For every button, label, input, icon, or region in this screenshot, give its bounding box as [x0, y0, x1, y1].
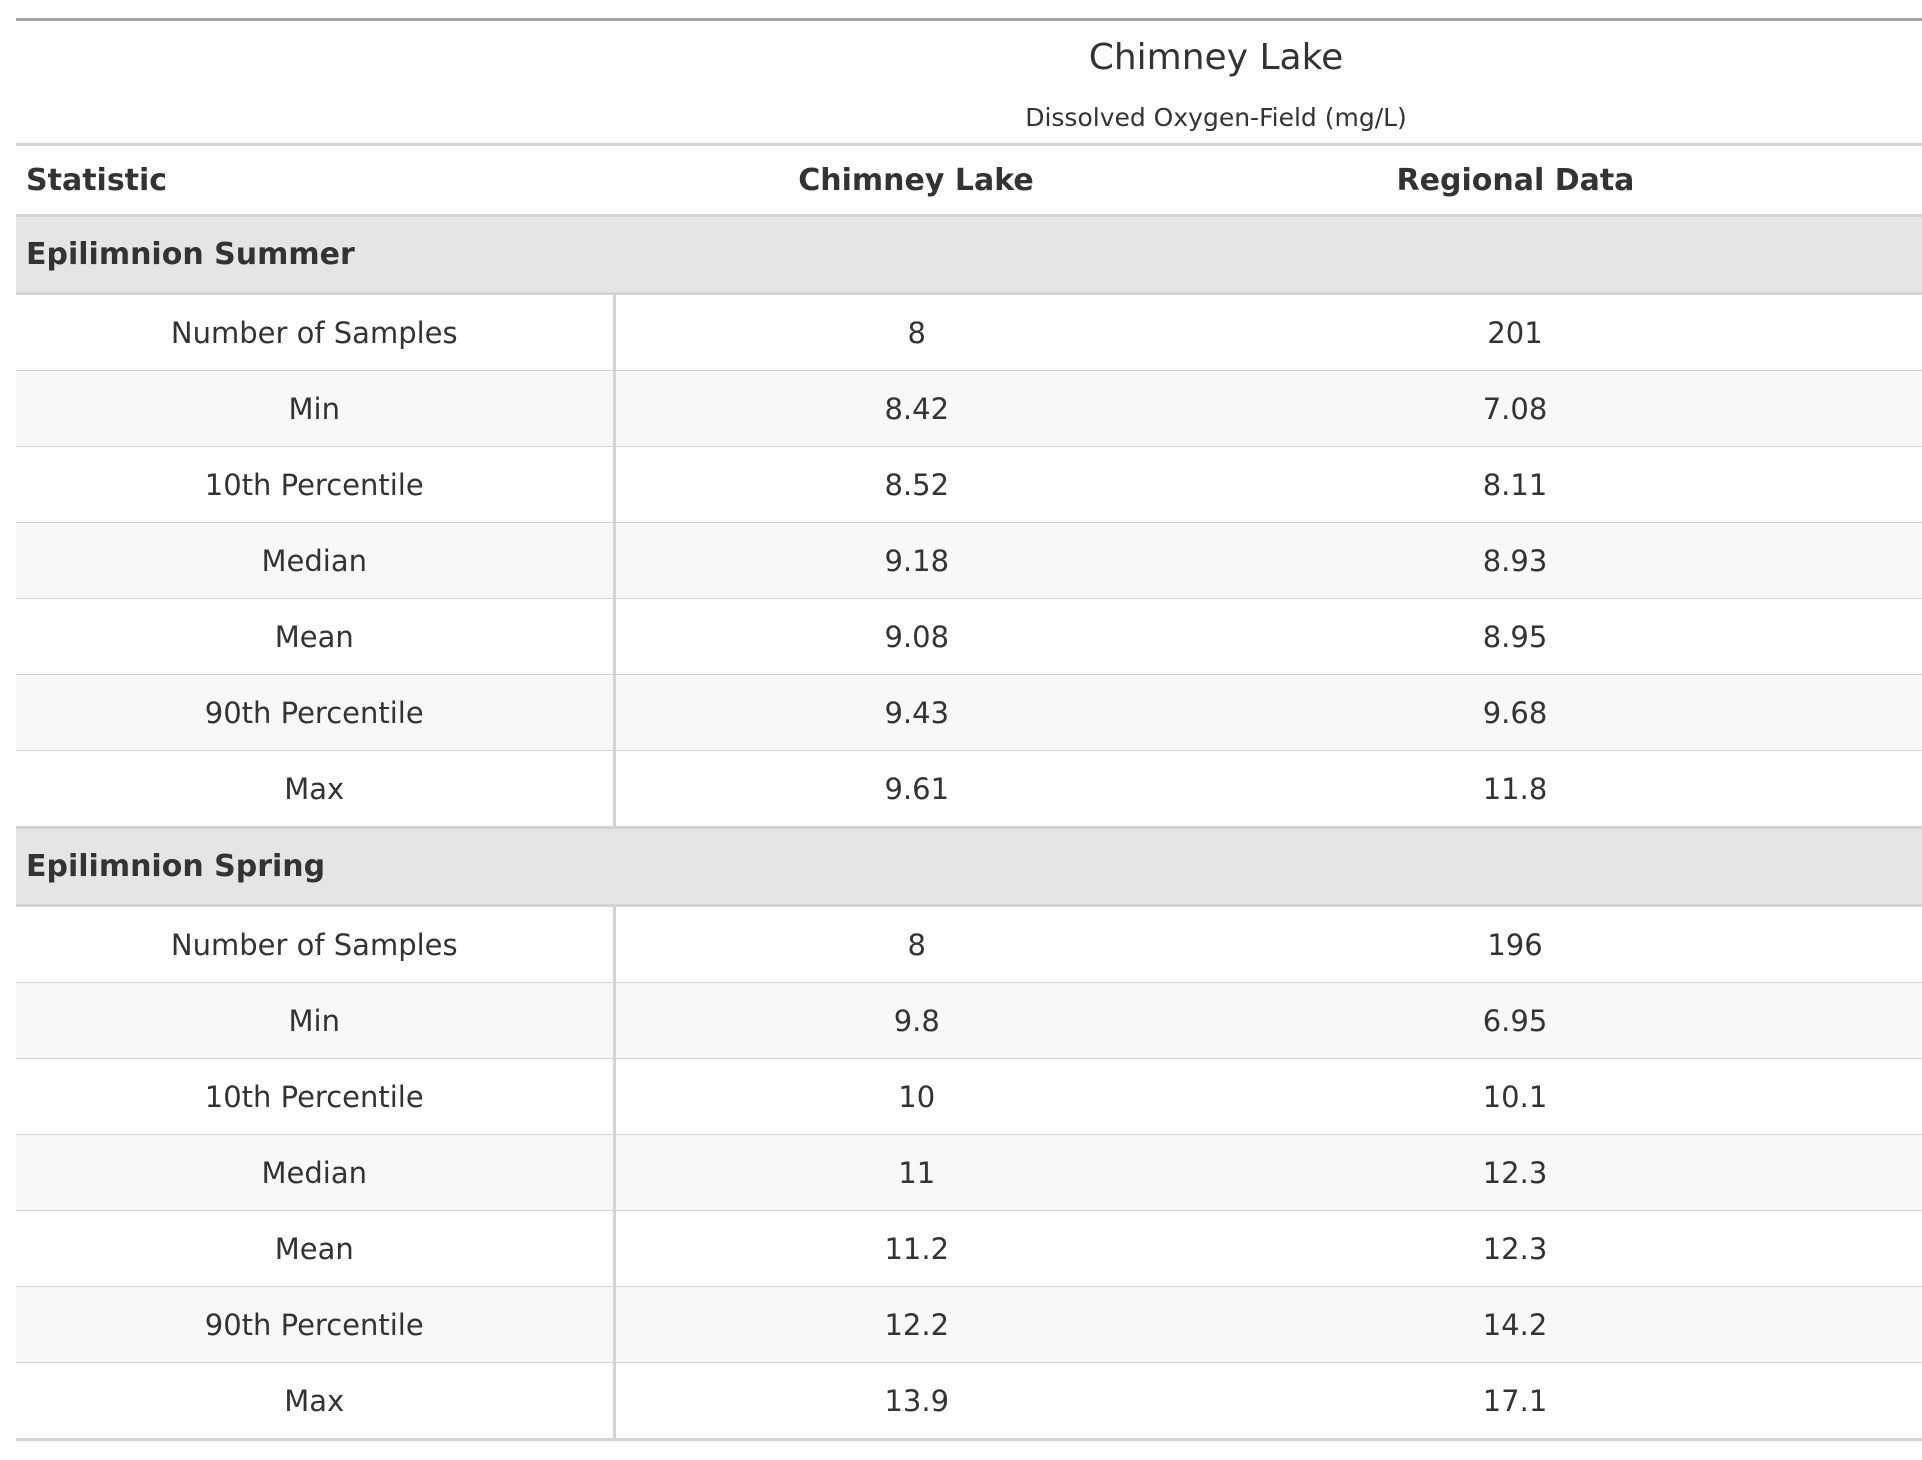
- cell-value: 11.2: [614, 1210, 1218, 1287]
- cell-value: 14.2: [1218, 1286, 1922, 1363]
- subtitle: Dissolved Oxygen-Field (mg/L): [1025, 103, 1407, 132]
- data-row: Min 9.8 6.95: [16, 982, 1922, 1059]
- statistic-label: Median: [16, 1134, 616, 1211]
- cell-value: 9.68: [1218, 674, 1922, 751]
- cell-value: 10.1: [1218, 1058, 1922, 1135]
- statistic-label: Number of Samples: [16, 905, 616, 983]
- data-row: 10th Percentile 8.52 8.11: [16, 446, 1922, 523]
- data-row: 90th Percentile 12.2 14.2: [16, 1286, 1922, 1363]
- cell-value: 9.61: [614, 750, 1218, 828]
- cell-value: 12.3: [1218, 1210, 1922, 1287]
- group-label: Epilimnion Spring: [16, 826, 1922, 907]
- group-row: Epilimnion Spring: [16, 826, 1922, 907]
- cell-value: 12.3: [1218, 1134, 1922, 1211]
- data-row: Max 13.9 17.1: [16, 1362, 1922, 1441]
- column-header: Statistic Chimney Lake Regional Data: [16, 146, 1922, 217]
- data-row: 10th Percentile 10 10.1: [16, 1058, 1922, 1135]
- data-row: Mean 11.2 12.3: [16, 1210, 1922, 1287]
- cell-value: 6.95: [1218, 982, 1922, 1059]
- stats-table: Statistic Chimney Lake Regional Data Epi…: [16, 146, 1922, 1441]
- data-row: Number of Samples 8 196: [16, 905, 1922, 983]
- table-header: Chimney Lake Dissolved Oxygen-Field (mg/…: [16, 21, 1922, 146]
- header-row: Statistic Chimney Lake Regional Data: [16, 146, 1922, 217]
- data-row: Max 9.61 11.8: [16, 750, 1922, 828]
- cell-value: 9.18: [614, 522, 1218, 599]
- table-container: Chimney Lake Dissolved Oxygen-Field (mg/…: [16, 18, 1922, 1441]
- statistic-label: Max: [16, 1362, 616, 1441]
- cell-value: 9.08: [614, 598, 1218, 675]
- cell-value: 8.95: [1218, 598, 1922, 675]
- cell-value: 11: [614, 1134, 1218, 1211]
- cell-value: 8.42: [614, 370, 1218, 447]
- cell-value: 12.2: [614, 1286, 1218, 1363]
- cell-value: 8.52: [614, 446, 1218, 523]
- statistic-label: Number of Samples: [16, 293, 616, 371]
- data-row: 90th Percentile 9.43 9.68: [16, 674, 1922, 751]
- column-label: Chimney Lake: [614, 146, 1218, 217]
- statistic-label: Min: [16, 982, 616, 1059]
- statistic-label: 10th Percentile: [16, 1058, 616, 1135]
- group-label: Epilimnion Summer: [16, 214, 1922, 295]
- cell-value: 8: [614, 293, 1218, 371]
- statistic-label: 90th Percentile: [16, 674, 616, 751]
- statistic-label: 10th Percentile: [16, 446, 616, 523]
- statistic-label: Min: [16, 370, 616, 447]
- group-row: Epilimnion Summer: [16, 214, 1922, 295]
- data-row: Number of Samples 8 201: [16, 293, 1922, 371]
- cell-value: 10: [614, 1058, 1218, 1135]
- statistic-label: Median: [16, 522, 616, 599]
- data-row: Mean 9.08 8.95: [16, 598, 1922, 675]
- cell-value: 8: [614, 905, 1218, 983]
- cell-value: 7.08: [1218, 370, 1922, 447]
- cell-value: 11.8: [1218, 750, 1922, 828]
- data-row: Median 11 12.3: [16, 1134, 1922, 1211]
- column-label: Statistic: [16, 146, 614, 217]
- table-body: Epilimnion Summer Number of Samples 8 201 Mi…: [16, 214, 1922, 1441]
- cell-value: 8.93: [1218, 522, 1922, 599]
- cell-value: 196: [1218, 905, 1922, 983]
- column-label: Regional Data: [1218, 146, 1922, 217]
- cell-value: 9.43: [614, 674, 1218, 751]
- cell-value: 8.11: [1218, 446, 1922, 523]
- title: Chimney Lake: [1088, 37, 1344, 78]
- statistic-label: Mean: [16, 1210, 616, 1287]
- cell-value: 17.1: [1218, 1362, 1922, 1441]
- data-row: Min 8.42 7.08: [16, 370, 1922, 447]
- cell-value: 9.8: [614, 982, 1218, 1059]
- statistic-label: 90th Percentile: [16, 1286, 616, 1363]
- statistic-label: Max: [16, 750, 616, 828]
- statistic-label: Mean: [16, 598, 616, 675]
- cell-value: 13.9: [614, 1362, 1218, 1441]
- cell-value: 201: [1218, 293, 1922, 371]
- data-row: Median 9.18 8.93: [16, 522, 1922, 599]
